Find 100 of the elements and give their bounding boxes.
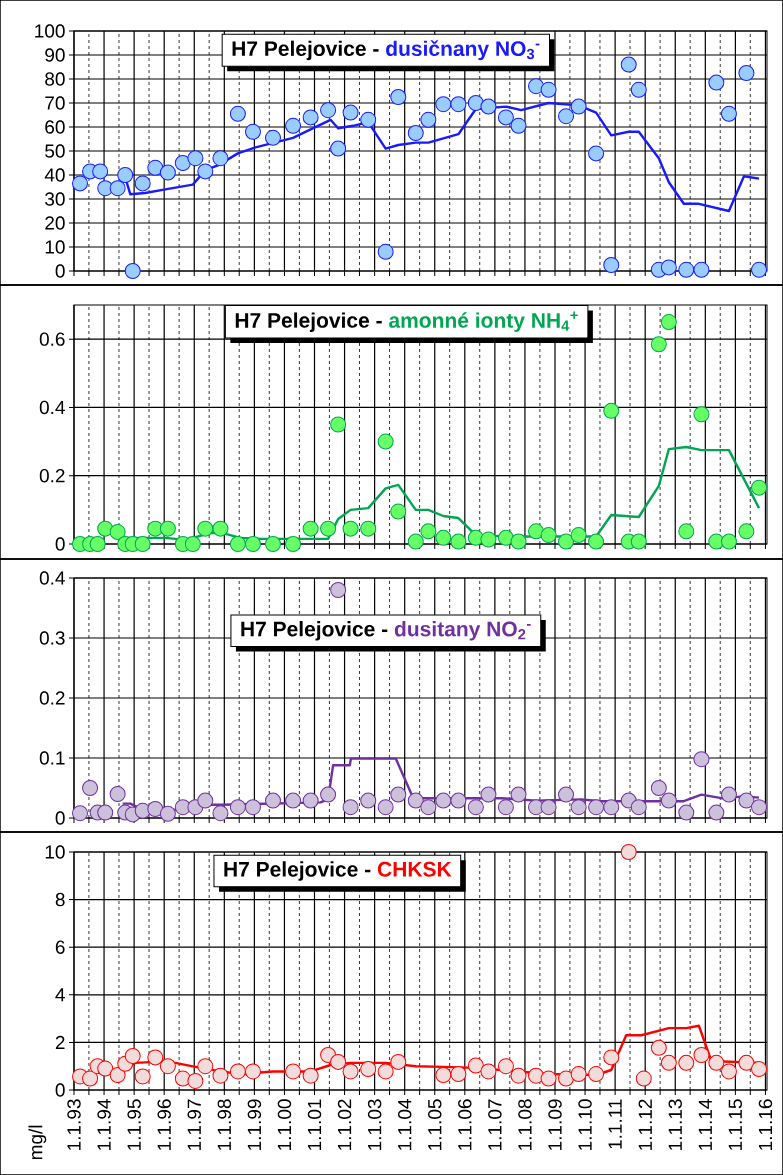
point — [285, 535, 302, 552]
y-tick-label: 0 — [55, 811, 65, 825]
y-tick-label: 6 — [55, 940, 65, 954]
point — [124, 262, 141, 279]
chart-title: H7 Pelejovice - — [232, 40, 379, 61]
point — [660, 314, 677, 331]
x-tick-label: 1.1.94 — [97, 1099, 111, 1150]
x-tick-label: 1.1.16 — [758, 1099, 773, 1150]
y-tick-label: 10 — [45, 845, 65, 859]
y-tick-label: 8 — [55, 892, 65, 907]
point — [420, 111, 437, 128]
point — [174, 154, 191, 171]
point — [360, 1061, 377, 1078]
point — [650, 336, 667, 353]
chart-subtitle: CHKSK — [377, 861, 452, 877]
point — [89, 535, 106, 552]
point — [187, 1072, 204, 1089]
point — [738, 523, 755, 540]
y-tick-label: 0 — [55, 1083, 65, 1097]
point — [480, 98, 497, 115]
y-tick-label: 0.4 — [39, 571, 65, 585]
point — [603, 799, 620, 816]
point — [285, 792, 302, 809]
point — [738, 64, 755, 81]
point — [360, 792, 377, 809]
point — [558, 108, 575, 125]
point — [570, 527, 587, 544]
point — [109, 1067, 126, 1083]
point — [708, 1054, 725, 1071]
point — [558, 1070, 575, 1087]
point — [558, 533, 575, 550]
point — [510, 786, 527, 803]
point — [450, 792, 467, 809]
point — [738, 1054, 755, 1071]
point — [320, 786, 337, 803]
point — [420, 523, 437, 540]
point — [302, 109, 319, 126]
point — [407, 533, 424, 550]
y-tick-label: 100 — [35, 24, 65, 38]
point — [174, 799, 191, 816]
point — [620, 844, 637, 860]
x-tick-label: 1.1.09 — [548, 1099, 562, 1150]
x-tick-label: 1.1.02 — [337, 1099, 352, 1150]
point — [420, 799, 437, 816]
point — [570, 799, 587, 816]
point — [92, 163, 109, 180]
point — [109, 524, 126, 541]
chart-subtitle: amonné ionty NH$_{4}$+ — [389, 311, 578, 332]
point — [197, 1058, 214, 1075]
point — [264, 535, 281, 552]
point — [570, 98, 587, 115]
point — [330, 416, 347, 433]
point — [435, 1067, 452, 1083]
point — [342, 799, 359, 816]
text: dusitany NO$_{2}$- — [394, 621, 531, 641]
x-tick-label: 1.1.11 — [608, 1099, 622, 1149]
point — [159, 805, 176, 822]
point — [244, 535, 261, 552]
x-tick-label: 1.1.95 — [127, 1099, 141, 1150]
y-tick-label: 0.1 — [39, 751, 65, 765]
point — [708, 74, 725, 91]
point — [751, 479, 768, 496]
y-tick-label: 50 — [45, 144, 65, 158]
point — [109, 180, 126, 197]
x-tick-label: 1.1.08 — [518, 1099, 532, 1150]
point — [72, 175, 89, 192]
point — [678, 804, 695, 821]
point — [540, 1070, 557, 1087]
x-tick-label: 1.1.96 — [157, 1099, 171, 1150]
point — [635, 1070, 652, 1087]
point — [174, 1070, 191, 1087]
point — [124, 1047, 141, 1064]
x-tick-label: 1.1.07 — [488, 1099, 502, 1150]
point — [497, 1058, 514, 1075]
point — [212, 150, 229, 167]
y-tick-label: 80 — [45, 72, 65, 86]
point — [360, 520, 377, 537]
point — [229, 535, 246, 552]
y-tick-label: 0.2 — [39, 691, 65, 705]
point — [82, 1070, 99, 1087]
point — [377, 1063, 394, 1080]
point — [678, 1054, 695, 1071]
point — [480, 531, 497, 548]
point — [693, 261, 710, 278]
point — [285, 1063, 302, 1080]
point — [630, 81, 647, 98]
x-tick-label: 1.1.99 — [247, 1099, 262, 1150]
x-tick-label: 1.1.10 — [578, 1099, 592, 1150]
point — [467, 529, 484, 546]
point — [264, 129, 281, 146]
x-tick-label: 1.1.00 — [277, 1099, 292, 1150]
x-tick-label: 1.1.04 — [397, 1099, 412, 1150]
point — [147, 800, 164, 817]
point — [435, 96, 452, 113]
point — [751, 799, 768, 816]
x-tick-label: 1.1.15 — [728, 1099, 743, 1150]
x-tick-label: 1.1.03 — [367, 1099, 382, 1150]
y-tick-label: 0 — [55, 264, 65, 278]
point — [229, 1063, 246, 1080]
point — [390, 1053, 407, 1070]
